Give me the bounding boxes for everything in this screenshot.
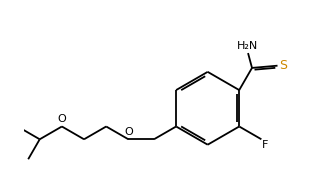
Text: S: S — [279, 59, 287, 72]
Text: O: O — [58, 114, 66, 124]
Text: O: O — [124, 127, 133, 137]
Text: F: F — [262, 140, 269, 150]
Text: H₂N: H₂N — [237, 42, 258, 51]
